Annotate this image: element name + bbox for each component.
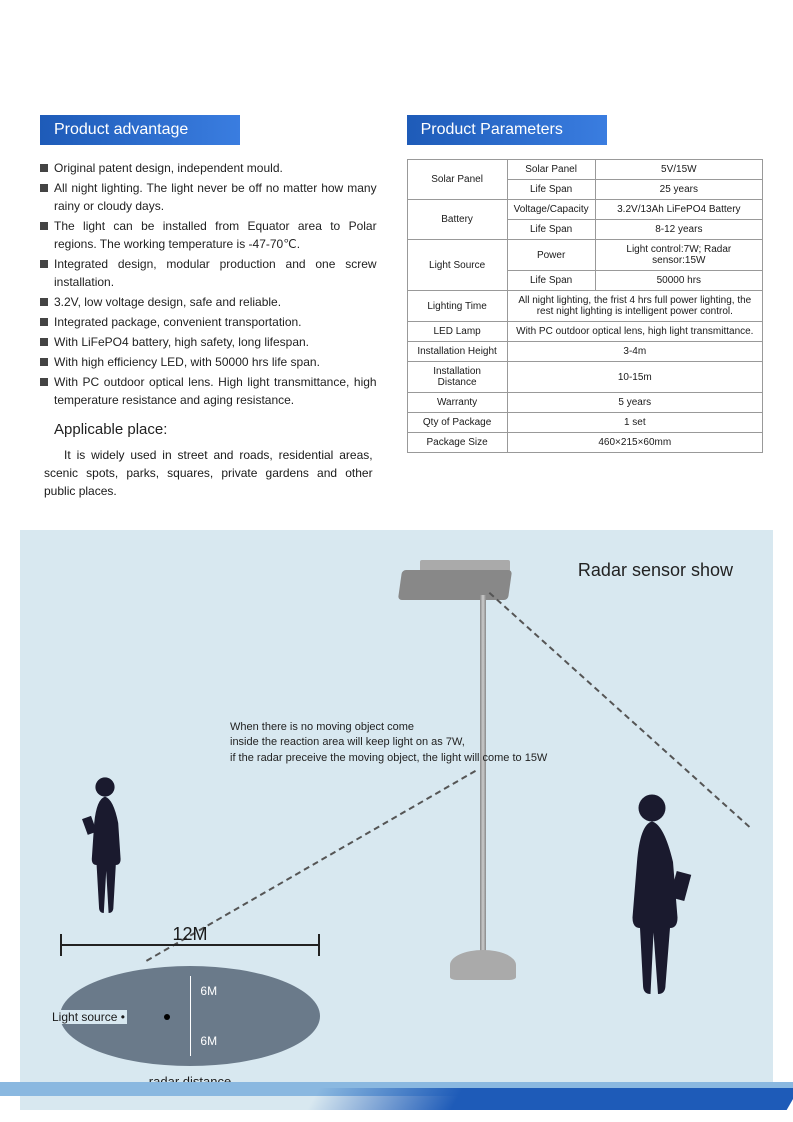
table-row: Installation Height 3-4m xyxy=(407,342,762,362)
advantage-list: Original patent design, independent moul… xyxy=(40,159,377,409)
range-bar: 12M xyxy=(60,930,320,960)
list-item: Integrated design, modular production an… xyxy=(40,255,377,291)
diagram-description: When there is no moving object come insi… xyxy=(230,720,590,766)
range-6m-top: 6M xyxy=(200,984,217,998)
coverage-ellipse-group: 12M 6M 6M Light source • radar distance xyxy=(60,930,320,1089)
list-item: Original patent design, independent moul… xyxy=(40,159,377,177)
list-item: With LiFePO4 battery, high safety, long … xyxy=(40,333,377,351)
diagram-title: Radar sensor show xyxy=(578,560,733,581)
radar-diagram: Radar sensor show When there is no movin… xyxy=(20,530,773,1110)
table-row: Battery Voltage/Capacity 3.2V/13Ah LiFeP… xyxy=(407,200,762,220)
applicable-text: It is widely used in street and roads, r… xyxy=(40,446,377,500)
table-row: Qty of Package 1 set xyxy=(407,413,762,433)
parameters-table: Solar Panel Solar Panel 5V/15W Life Span… xyxy=(407,159,763,453)
applicable-heading: Applicable place: xyxy=(54,421,377,438)
person-left-icon xyxy=(75,775,135,919)
table-row: Warranty 5 years xyxy=(407,393,762,413)
footer-decoration xyxy=(0,1082,793,1112)
pole-icon xyxy=(480,595,486,955)
light-source-label: Light source • xyxy=(50,1010,127,1024)
table-row: Installation Distance 10-15m xyxy=(407,362,762,393)
person-right-icon xyxy=(610,790,700,1000)
advantage-header: Product advantage xyxy=(40,115,240,145)
range-6m-bottom: 6M xyxy=(200,1034,217,1048)
coverage-ellipse: 6M 6M Light source • xyxy=(60,966,320,1066)
pole-base-icon xyxy=(450,950,516,980)
list-item: The light can be installed from Equator … xyxy=(40,217,377,253)
list-item: All night lighting. The light never be o… xyxy=(40,179,377,215)
list-item: 3.2V, low voltage design, safe and relia… xyxy=(40,293,377,311)
list-item: Integrated package, convenient transport… xyxy=(40,313,377,331)
list-item: With PC outdoor optical lens. High light… xyxy=(40,373,377,409)
range-12m-label: 12M xyxy=(60,924,320,945)
parameters-header: Product Parameters xyxy=(407,115,607,145)
table-row: Solar Panel Solar Panel 5V/15W xyxy=(407,160,762,180)
light-source-dot-icon xyxy=(164,1014,170,1020)
table-row: Light Source Power Light control:7W; Rad… xyxy=(407,240,762,271)
table-row: Package Size 460×215×60mm xyxy=(407,433,762,453)
table-row: LED Lamp With PC outdoor optical lens, h… xyxy=(407,322,762,342)
table-row: Lighting Time All night lighting, the fr… xyxy=(407,291,762,322)
list-item: With high efficiency LED, with 50000 hrs… xyxy=(40,353,377,371)
